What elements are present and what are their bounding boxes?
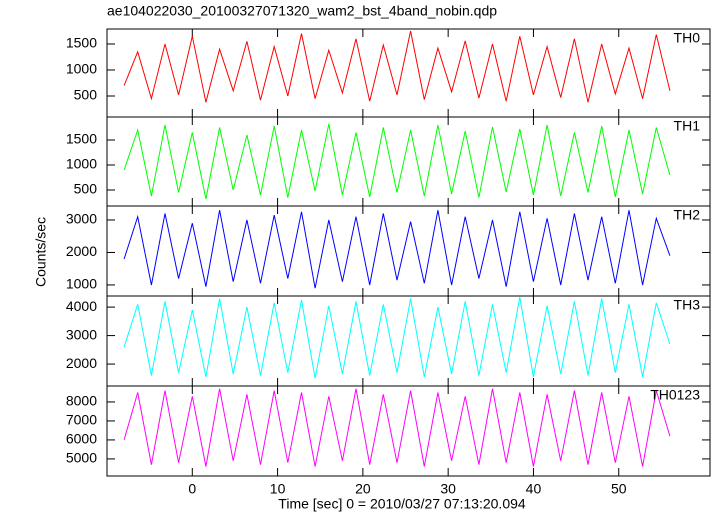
series-line	[123, 388, 671, 467]
y-tick-label: 1500	[66, 131, 97, 147]
series-line	[123, 123, 671, 200]
x-tick-label: 0	[188, 481, 196, 497]
y-tick-label: 500	[74, 87, 98, 103]
y-tick-label: 2000	[66, 355, 97, 371]
y-tick-label: 1000	[66, 61, 97, 77]
x-tick-label: 30	[440, 481, 456, 497]
y-tick-label: 1000	[66, 156, 97, 172]
x-axis-label: Time [sec] 0 = 2010/03/27 07:13:20.094	[278, 496, 526, 512]
legend-label: TH0	[674, 30, 701, 46]
y-tick-label: 3000	[66, 211, 97, 227]
y-tick-label: 6000	[66, 431, 97, 447]
x-tick-label: 50	[611, 481, 627, 497]
y-tick-label: 3000	[66, 326, 97, 342]
legend-label: TH2	[674, 207, 701, 223]
y-tick-label: 8000	[66, 393, 97, 409]
x-tick-label: 10	[270, 481, 286, 497]
chart-title: ae104022030_20100327071320_wam2_bst_4ban…	[107, 3, 497, 19]
y-tick-label: 2000	[66, 243, 97, 259]
y-tick-label: 500	[74, 181, 98, 197]
series-line	[123, 297, 671, 379]
legend-label: TH0123	[650, 387, 700, 403]
panel-frame	[106, 385, 711, 477]
y-tick-label: 4000	[66, 298, 97, 314]
y-tick-label: 7000	[66, 412, 97, 428]
series-line	[123, 210, 671, 289]
series-line	[123, 30, 671, 103]
legend-label: TH1	[674, 118, 701, 134]
y-tick-label: 1500	[66, 35, 97, 51]
x-tick-label: 20	[355, 481, 371, 497]
y-tick-label: 1000	[66, 276, 97, 292]
legend-label: TH3	[674, 297, 701, 313]
y-axis-label: Counts/sec	[33, 217, 49, 287]
y-tick-label: 5000	[66, 450, 97, 466]
x-tick-label: 40	[526, 481, 542, 497]
